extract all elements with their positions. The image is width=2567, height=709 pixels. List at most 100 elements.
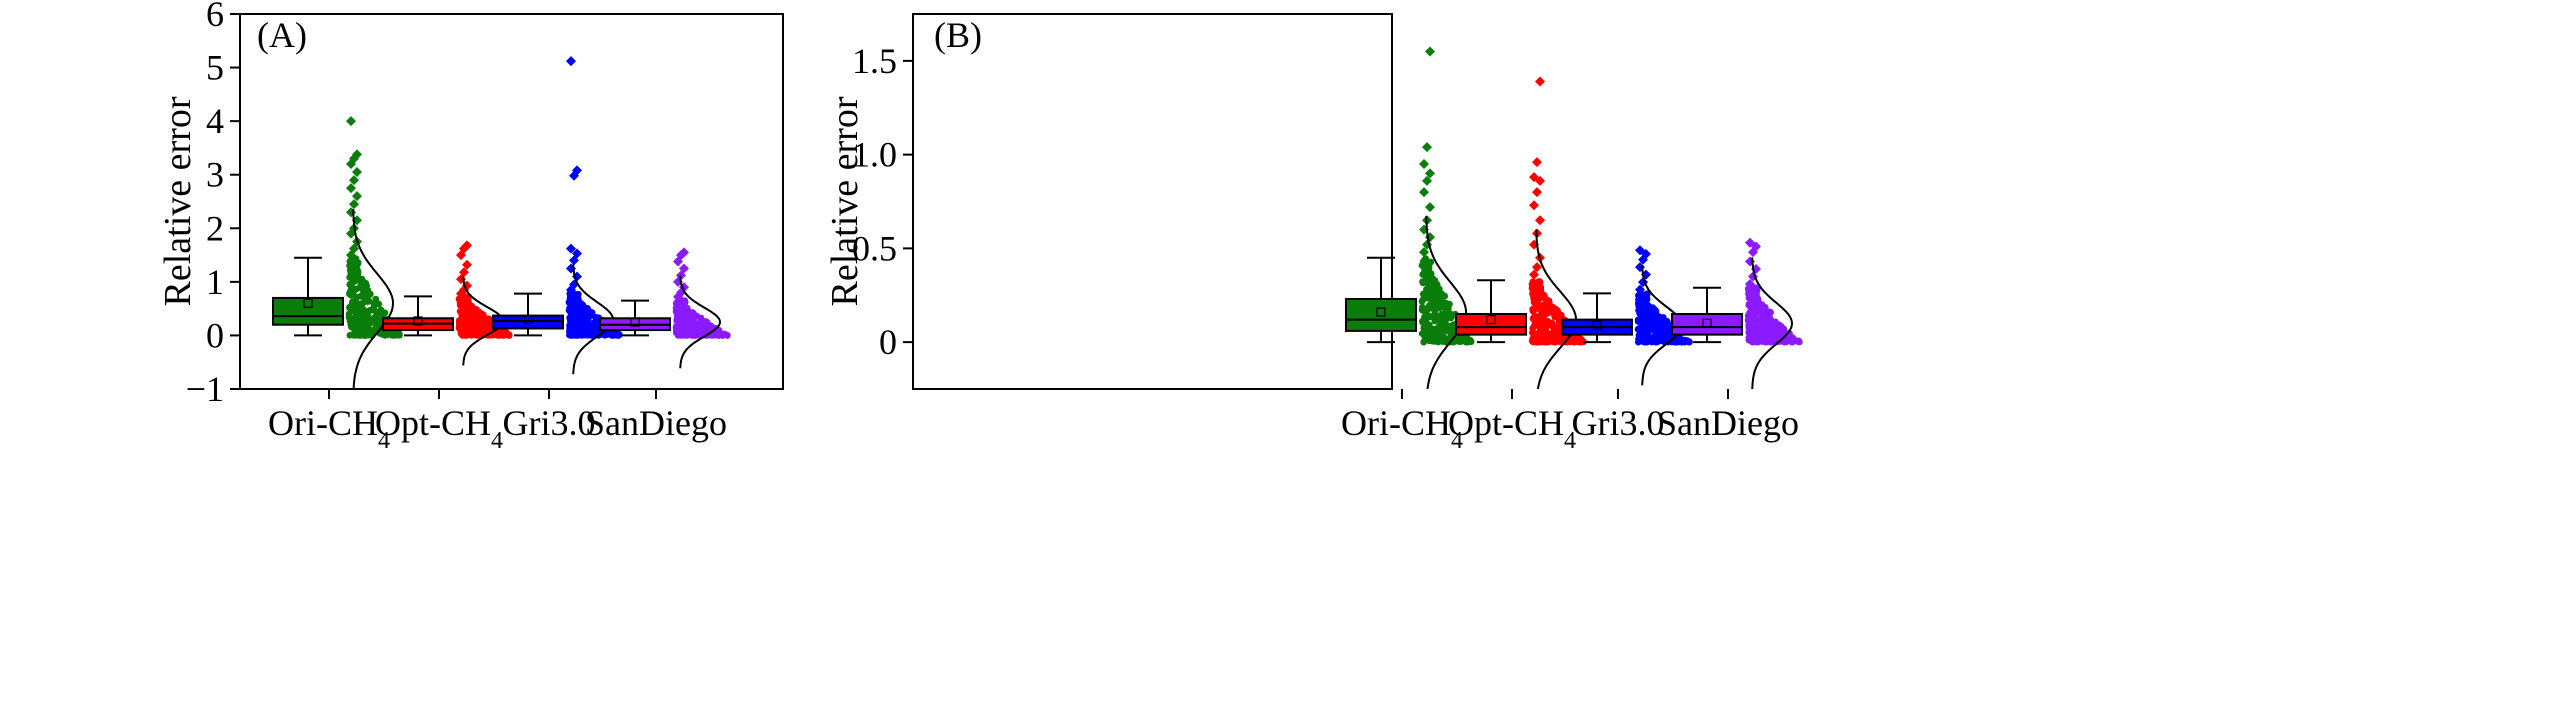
mean-marker xyxy=(523,314,533,324)
data-point xyxy=(1765,317,1772,325)
data-point xyxy=(689,331,697,339)
data-point xyxy=(1651,324,1659,332)
data-point xyxy=(1436,335,1444,342)
y-tick-label: 1 xyxy=(206,262,224,302)
data-point xyxy=(690,315,698,322)
outlier-point xyxy=(459,267,469,278)
box xyxy=(1345,298,1417,332)
data-point xyxy=(1438,310,1446,318)
outlier-point xyxy=(349,199,359,210)
panel-b: 0 0.5 1.0 1.5 Relative error (B) Ori-CH4Opt-CH… xyxy=(824,13,1803,454)
outlier-point xyxy=(1529,269,1539,280)
data-point xyxy=(347,267,355,275)
data-point xyxy=(379,311,387,319)
data-point xyxy=(1437,324,1445,332)
data-point xyxy=(1755,319,1762,327)
mean-marker xyxy=(1376,307,1386,317)
mean-marker xyxy=(1592,320,1602,330)
data-point xyxy=(683,329,690,336)
data-point xyxy=(1746,328,1754,336)
data-point xyxy=(1766,308,1774,316)
data-point xyxy=(1454,337,1462,345)
data-point xyxy=(1681,338,1689,346)
outlier-point xyxy=(352,167,362,178)
data-point xyxy=(572,292,579,300)
mean-marker xyxy=(1702,318,1712,328)
data-point xyxy=(586,324,593,332)
outlier-point xyxy=(1532,157,1542,168)
outlier-point xyxy=(1745,237,1755,248)
data-point xyxy=(1435,329,1443,337)
data-point xyxy=(1531,313,1538,320)
outlier-point xyxy=(566,56,576,67)
outlier-point xyxy=(679,263,689,274)
density-curve xyxy=(679,275,722,369)
data-point xyxy=(569,314,576,322)
data-point xyxy=(683,311,691,319)
panel-label: (B) xyxy=(934,15,982,55)
data-point xyxy=(348,323,355,331)
series-ori-ch4 xyxy=(1345,46,1475,390)
y-axis-label: Relative error xyxy=(157,96,199,306)
mean-marker xyxy=(303,298,313,308)
data-point xyxy=(1644,306,1652,313)
outlier-point xyxy=(1535,215,1545,226)
data-point xyxy=(1552,325,1560,333)
y-tick-label: −1 xyxy=(186,369,224,409)
data-point xyxy=(1543,338,1551,346)
data-point xyxy=(458,325,466,333)
data-point xyxy=(674,322,681,330)
data-point xyxy=(1444,308,1452,316)
box xyxy=(1671,313,1743,336)
data-point xyxy=(1641,310,1649,318)
data-point xyxy=(1432,295,1440,303)
outlier-point xyxy=(1422,175,1432,186)
x-tick-label: SanDiego xyxy=(1657,403,1799,443)
data-point xyxy=(1647,317,1655,325)
outlier-point xyxy=(346,207,356,218)
data-point xyxy=(1753,295,1760,303)
series-sandiego xyxy=(599,247,731,369)
data-point xyxy=(461,300,469,308)
outlier-point xyxy=(346,116,356,127)
outlier-point xyxy=(349,175,359,186)
data-point xyxy=(1431,308,1439,315)
outlier-point xyxy=(346,183,356,194)
outlier-point xyxy=(1745,279,1755,289)
outlier-point xyxy=(569,255,579,266)
outlier-point xyxy=(462,259,472,270)
data-point xyxy=(1426,337,1434,345)
data-point xyxy=(361,297,369,305)
data-point xyxy=(1792,337,1800,345)
data-point xyxy=(479,321,486,329)
outlier-point xyxy=(1425,202,1435,213)
data-point xyxy=(359,331,367,339)
outlier-point xyxy=(1635,245,1645,256)
data-point xyxy=(1427,258,1435,266)
data-point xyxy=(1541,317,1549,325)
data-point xyxy=(460,319,468,326)
data-point xyxy=(1643,294,1651,302)
data-point xyxy=(1436,304,1444,312)
series-gri3.0 xyxy=(492,56,623,375)
series-opt-ch4 xyxy=(382,240,513,366)
outlier-point xyxy=(1529,200,1539,211)
series-opt-ch4 xyxy=(1455,76,1587,390)
data-point xyxy=(697,326,705,334)
data-point xyxy=(358,281,366,289)
y-tick-label: 0 xyxy=(206,315,224,355)
mean-marker xyxy=(1486,315,1496,325)
data-point xyxy=(459,310,467,317)
mean-marker xyxy=(630,317,640,327)
density-curve xyxy=(1751,257,1794,390)
data-point xyxy=(1538,322,1546,330)
density-curve xyxy=(1425,216,1468,390)
data-point xyxy=(1749,337,1757,345)
x-tick-label: Ori-CH4 xyxy=(1341,403,1463,454)
data-point xyxy=(354,267,362,275)
panel-a: −1 0 1 2 3 4 5 6 Relative error (A) Ori-CH4Opt-CH4… xyxy=(157,0,784,454)
data-point xyxy=(1540,301,1548,309)
data-point xyxy=(346,262,354,270)
data-point xyxy=(1554,307,1561,315)
